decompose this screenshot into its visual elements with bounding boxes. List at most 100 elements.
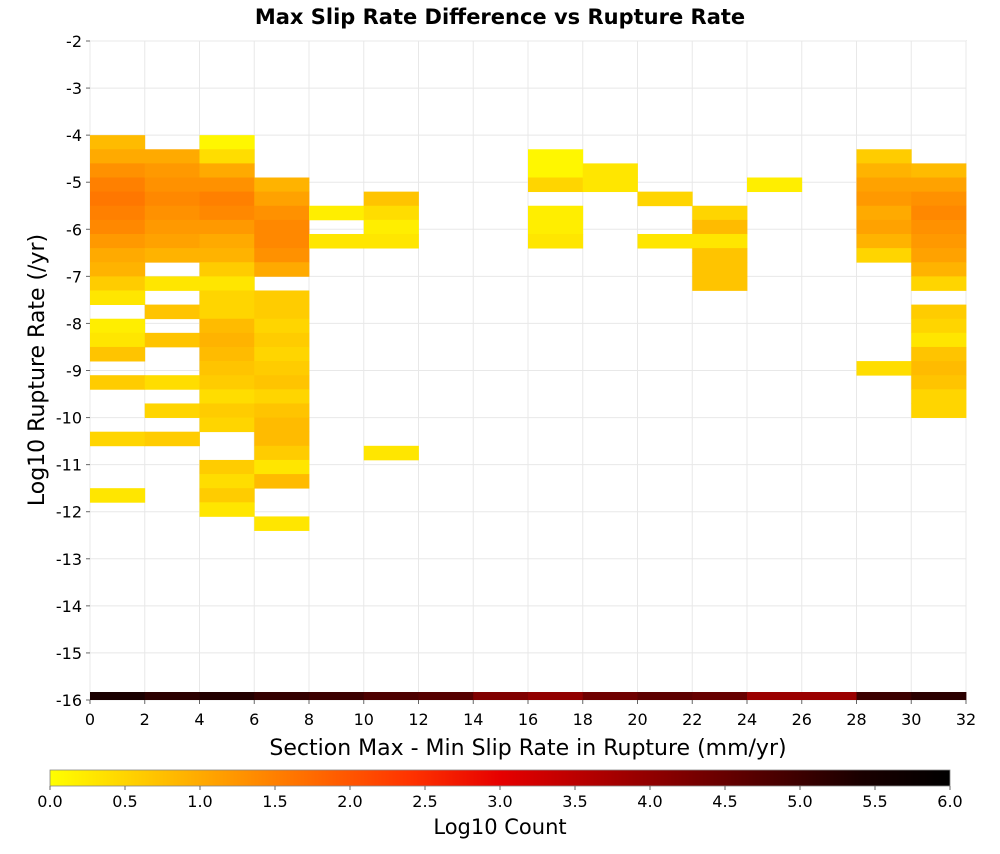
heatmap-cell <box>911 332 967 348</box>
bottom-row-cell <box>144 692 200 700</box>
x-tick-label: 4 <box>194 710 204 729</box>
bottom-row-cell <box>692 692 748 700</box>
heatmap-cell <box>254 233 310 249</box>
heatmap-cell <box>254 304 310 320</box>
heatmap-cell <box>911 233 967 249</box>
heatmap-cells <box>90 135 967 700</box>
y-tick-label: -2 <box>66 32 82 51</box>
heatmap-cell <box>856 163 912 178</box>
heatmap-cell <box>199 459 255 475</box>
heatmap-cell <box>90 233 146 249</box>
bottom-row-cell <box>254 692 310 700</box>
heatmap-cell <box>254 177 310 193</box>
heatmap-cell <box>582 177 638 193</box>
heatmap-cell <box>144 163 200 178</box>
x-tick-label: 26 <box>792 710 812 729</box>
heatmap-cell <box>528 149 584 164</box>
heatmap-cell <box>199 346 255 362</box>
heatmap-cell <box>254 403 310 418</box>
colorbar-tick-label: 4.5 <box>712 792 737 811</box>
heatmap-cell <box>254 318 310 334</box>
heatmap-cell <box>911 163 967 178</box>
heatmap-cell <box>528 219 584 235</box>
x-tick-label: 6 <box>249 710 259 729</box>
bottom-row-cell <box>90 692 146 700</box>
chart-title: Max Slip Rate Difference vs Rupture Rate <box>255 5 745 29</box>
colorbar-tick-label: 4.0 <box>637 792 662 811</box>
colorbar-tick-label: 0.0 <box>37 792 62 811</box>
heatmap-cell <box>254 445 310 461</box>
heatmap-cell <box>692 262 748 277</box>
y-tick-label: -14 <box>56 597 82 616</box>
y-tick-label: -16 <box>56 691 82 710</box>
y-tick-label: -4 <box>66 126 82 145</box>
colorbar-tick-label: 0.5 <box>112 792 137 811</box>
heatmap-cell <box>911 219 967 235</box>
heatmap-cell <box>254 332 310 348</box>
y-tick-label: -15 <box>56 644 82 663</box>
y-tick-label: -3 <box>66 79 82 98</box>
heatmap-cell <box>144 219 200 235</box>
y-tick-label: -8 <box>66 314 82 333</box>
heatmap-cell <box>692 219 748 235</box>
heatmap-cell <box>254 219 310 235</box>
heatmap-cell <box>199 304 255 320</box>
colorbar-ticks: 0.0 0.5 1.0 1.5 2.0 2.5 3.0 3.5 4.0 4.5 5.0 5.5 6.0 <box>37 786 963 811</box>
heatmap-cell <box>199 403 255 418</box>
heatmap-cell <box>528 177 584 193</box>
heatmap-cell <box>90 431 146 447</box>
x-tick-label: 30 <box>901 710 921 729</box>
heatmap-cell <box>911 346 967 362</box>
heatmap-cell <box>199 248 255 263</box>
y-tick-label: -6 <box>66 220 82 239</box>
heatmap-cell <box>199 389 255 404</box>
heatmap-cell <box>637 233 693 249</box>
x-tick-label: 22 <box>682 710 702 729</box>
heatmap-cell <box>90 276 146 291</box>
x-tick-label: 8 <box>304 710 314 729</box>
heatmap-cell <box>856 191 912 207</box>
x-tick-label: 12 <box>408 710 428 729</box>
y-tick-label: -5 <box>66 173 82 192</box>
heatmap-cell <box>90 488 146 503</box>
heatmap-cell <box>363 205 419 221</box>
colorbar <box>49 769 951 787</box>
heatmap-cell <box>528 163 584 178</box>
y-axis-label: Log10 Rupture Rate (/yr) <box>25 234 50 506</box>
x-tick-label: 28 <box>846 710 866 729</box>
bottom-row-cell <box>637 692 693 700</box>
heatmap-cell <box>692 248 748 263</box>
heatmap-cell <box>90 163 146 178</box>
y-tick-label: -11 <box>56 456 82 475</box>
heatmap-cell <box>90 290 146 305</box>
heatmap-cell <box>144 191 200 207</box>
heatmap-cell <box>911 276 967 291</box>
bottom-row-cell <box>747 692 803 700</box>
heatmap-cell <box>90 149 146 164</box>
heatmap-cell <box>747 177 803 193</box>
heatmap-cell <box>254 474 310 489</box>
heatmap-cell <box>856 205 912 221</box>
heatmap-cell <box>363 191 419 207</box>
heatmap-cell <box>254 417 310 433</box>
heatmap-cell <box>363 445 419 461</box>
heatmap-cell <box>254 262 310 277</box>
heatmap-cell <box>90 375 146 390</box>
colorbar-tick-label: 2.0 <box>337 792 362 811</box>
x-tick-label: 24 <box>737 710 757 729</box>
heatmap-cell <box>144 205 200 221</box>
heatmap-cell <box>90 262 146 277</box>
x-tick-label: 20 <box>627 710 647 729</box>
bottom-row-cell <box>528 692 584 700</box>
heatmap-cell <box>199 375 255 390</box>
y-tick-label: -13 <box>56 550 82 569</box>
y-tick-label: -12 <box>56 503 82 522</box>
heatmap-cell <box>254 290 310 305</box>
heatmap-cell <box>856 149 912 164</box>
heatmap-cell <box>90 219 146 235</box>
heatmap-cell <box>144 276 200 291</box>
heatmap-cell <box>199 219 255 235</box>
heatmap-cell <box>856 361 912 376</box>
